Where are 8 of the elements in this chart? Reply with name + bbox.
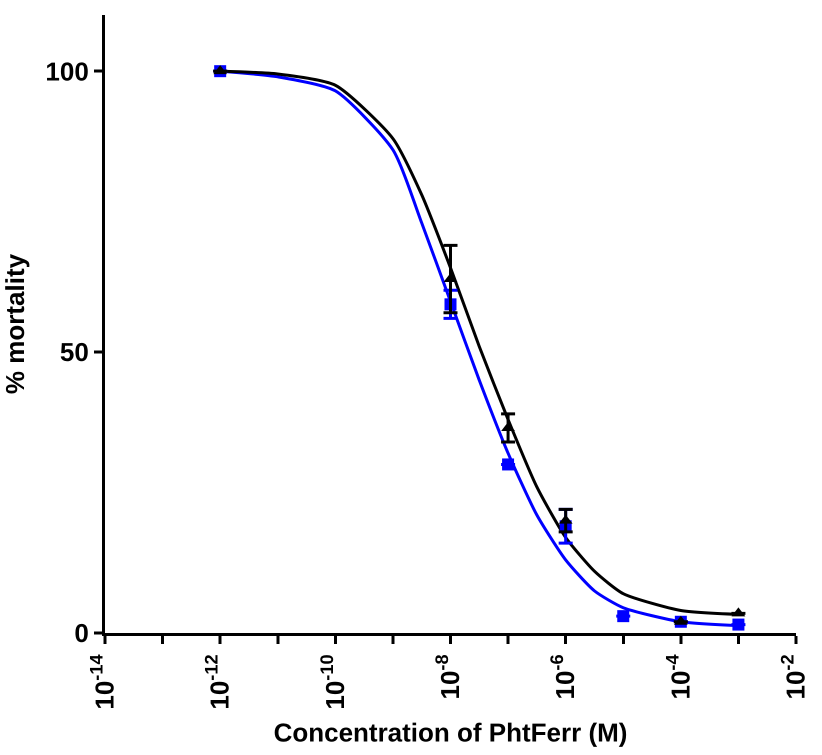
point — [732, 618, 744, 631]
y-tick-label: 50 — [60, 337, 89, 368]
y-tick-label: 0 — [74, 618, 89, 648]
point — [502, 458, 514, 470]
point — [617, 610, 630, 622]
x-axis-title: Concentration of PhtFerr (M) — [274, 717, 628, 748]
y-tick-label: 100 — [45, 56, 89, 86]
y-axis-title: % mortality — [0, 253, 30, 394]
